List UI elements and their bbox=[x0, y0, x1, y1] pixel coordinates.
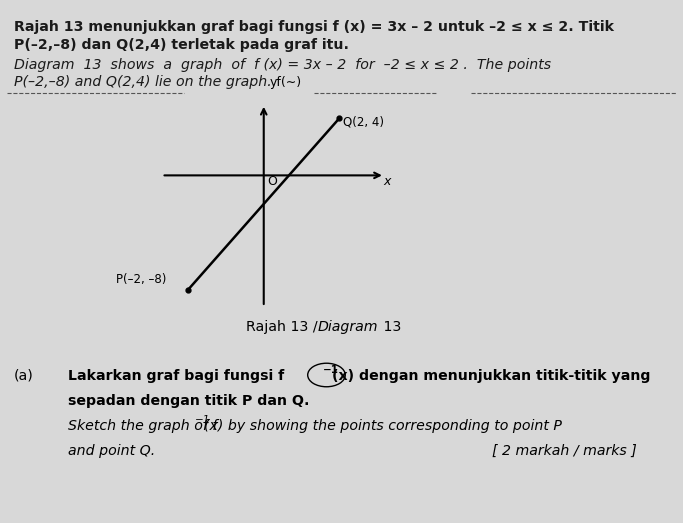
Text: Rajah 13 /: Rajah 13 / bbox=[246, 320, 322, 334]
Text: 13: 13 bbox=[379, 320, 402, 334]
Text: P(–2,–8) dan Q(2,4) terletak pada graf itu.: P(–2,–8) dan Q(2,4) terletak pada graf i… bbox=[14, 38, 348, 52]
Text: Diagram: Diagram bbox=[318, 320, 378, 334]
Text: −1: −1 bbox=[323, 365, 339, 374]
Text: Lakarkan graf bagi fungsi f: Lakarkan graf bagi fungsi f bbox=[68, 369, 285, 383]
Text: sepadan dengan titik P dan Q.: sepadan dengan titik P dan Q. bbox=[68, 394, 310, 408]
Text: P(–2,–8) and Q(2,4) lie on the graph.: P(–2,–8) and Q(2,4) lie on the graph. bbox=[14, 75, 271, 89]
Text: Sketch the graph of f: Sketch the graph of f bbox=[68, 419, 218, 433]
Text: P(–2, –8): P(–2, –8) bbox=[116, 272, 167, 286]
Text: yf(∼): yf(∼) bbox=[270, 76, 302, 89]
Text: and point Q.: and point Q. bbox=[68, 444, 156, 458]
Text: O: O bbox=[267, 175, 277, 188]
Text: x: x bbox=[383, 175, 390, 188]
Text: (x) dengan menunjukkan titik-titik yang: (x) dengan menunjukkan titik-titik yang bbox=[332, 369, 650, 383]
Text: Rajah 13 menunjukkan graf bagi fungsi f (x) = 3x – 2 untuk –2 ≤ x ≤ 2. Titik: Rajah 13 menunjukkan graf bagi fungsi f … bbox=[14, 20, 613, 34]
Text: [ 2 markah / marks ]: [ 2 markah / marks ] bbox=[492, 444, 637, 458]
Text: (x) by showing the points corresponding to point P: (x) by showing the points corresponding … bbox=[204, 419, 561, 433]
Text: (a): (a) bbox=[14, 369, 33, 383]
Text: −1: −1 bbox=[195, 415, 210, 425]
Text: Diagram  13  shows  a  graph  of  f (x) = 3x – 2  for  –2 ≤ x ≤ 2 .  The points: Diagram 13 shows a graph of f (x) = 3x –… bbox=[14, 58, 550, 72]
Text: Q(2, 4): Q(2, 4) bbox=[343, 116, 384, 128]
